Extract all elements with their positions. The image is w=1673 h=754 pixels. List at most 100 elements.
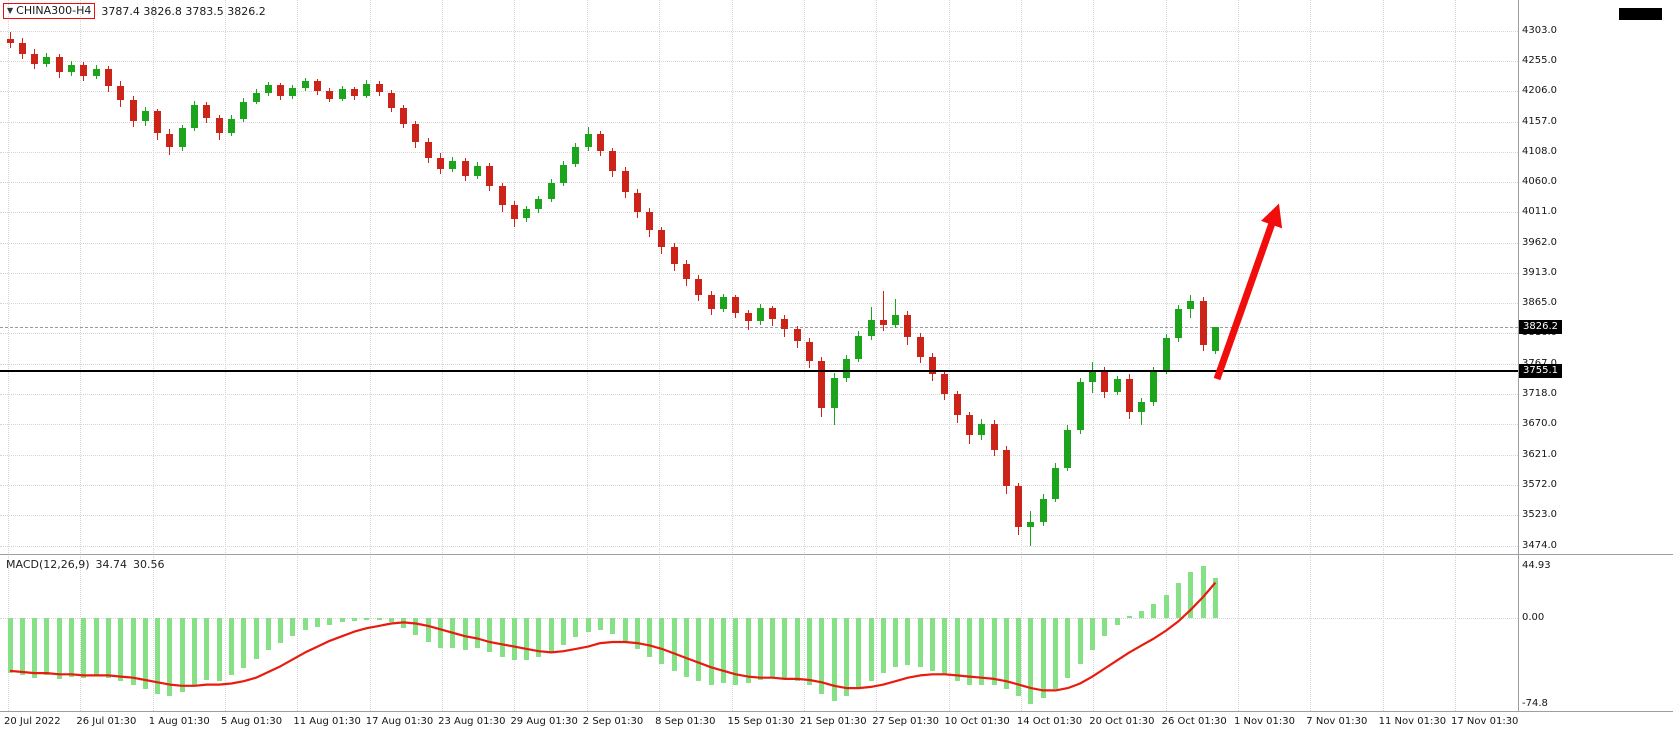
- candle: [326, 90, 334, 99]
- macd-histogram-bar: [880, 617, 886, 674]
- price-grid-line: [0, 424, 1518, 426]
- time-axis-label: 26 Oct 01:30: [1161, 716, 1227, 727]
- macd-histogram-bar: [1139, 610, 1145, 618]
- candle: [732, 297, 740, 313]
- candle: [892, 315, 900, 325]
- time-axis-label: 15 Sep 01:30: [727, 716, 795, 727]
- macd-histogram-bar: [905, 617, 911, 666]
- macd-histogram-bar: [7, 617, 13, 674]
- macd-histogram-bar: [425, 617, 431, 642]
- candle: [92, 68, 100, 76]
- macd-histogram-bar: [893, 617, 899, 668]
- candle: [1002, 450, 1010, 487]
- candle: [904, 315, 912, 338]
- macd-histogram-bar: [413, 617, 419, 636]
- macd-histogram-bar: [807, 617, 812, 685]
- macd-histogram-bar: [843, 617, 849, 697]
- candle: [68, 64, 75, 72]
- macd-histogram-bar: [192, 617, 197, 685]
- macd-histogram-bar: [1016, 617, 1022, 697]
- time-axis-label: 14 Oct 01:30: [1016, 716, 1083, 727]
- macd-histogram-bar: [1102, 617, 1108, 637]
- candle: [1052, 467, 1059, 499]
- candle: [277, 85, 285, 96]
- candle: [1138, 401, 1146, 412]
- candle: [535, 199, 543, 210]
- candle: [609, 150, 617, 171]
- price-grid-line: [0, 333, 1518, 335]
- top-right-black-box: [1619, 8, 1662, 20]
- macd-histogram-bar: [339, 617, 345, 623]
- candle-wick: [895, 298, 897, 329]
- candle: [375, 83, 383, 93]
- time-axis-label: 1 Nov 01:30: [1233, 716, 1295, 727]
- time-axis-label: 8 Sep 01:30: [655, 716, 716, 727]
- macd-histogram-bar: [856, 617, 862, 690]
- price-tick-label: 4011.0: [1522, 206, 1557, 218]
- candle: [1088, 371, 1096, 382]
- candle: [486, 165, 494, 187]
- candle: [990, 424, 998, 451]
- time-axis-label: 10 Oct 01:30: [944, 716, 1010, 727]
- symbol-dropdown-icon[interactable]: ▼: [7, 6, 14, 15]
- macd-histogram-bar: [745, 617, 751, 684]
- time-grid-line: [731, 0, 733, 711]
- macd-histogram-bar: [1089, 617, 1095, 651]
- price-grid-line: [0, 273, 1518, 275]
- price-tick-label: 4108.0: [1522, 146, 1557, 158]
- candle: [670, 247, 678, 264]
- macd-histogram-bar: [708, 617, 714, 685]
- macd-histogram-bar: [1126, 615, 1132, 618]
- macd-histogram-bar: [954, 617, 960, 682]
- candle: [547, 183, 555, 200]
- time-axis-separator: [0, 711, 1673, 712]
- candle: [707, 294, 715, 309]
- macd-histogram-bar: [438, 617, 443, 648]
- macd-histogram-bar: [487, 617, 493, 653]
- macd-histogram-bar: [1028, 617, 1034, 704]
- candle: [1199, 301, 1207, 345]
- trend-arrow-annotation[interactable]: [0, 0, 1518, 553]
- candle: [658, 230, 666, 248]
- price-axis[interactable]: [1519, 0, 1673, 711]
- time-grid-line: [1455, 0, 1456, 711]
- macd-histogram-bar: [733, 617, 739, 685]
- macd-histogram-bar: [142, 617, 148, 690]
- macd-histogram-bar: [167, 617, 173, 697]
- macd-histogram-bar: [388, 617, 394, 623]
- candle: [584, 134, 592, 148]
- candle: [510, 204, 518, 219]
- macd-histogram-bar: [597, 617, 603, 631]
- macd-indicator-label: MACD(12,26,9) 34.74 30.56: [6, 558, 165, 571]
- candle: [191, 104, 198, 128]
- candle: [1027, 522, 1035, 528]
- price-tick-label: 3718.0: [1522, 388, 1557, 400]
- macd-histogram-bar: [179, 617, 185, 692]
- time-grid-line: [659, 0, 661, 711]
- time-axis-label: 11 Nov 01:30: [1378, 716, 1447, 727]
- price-grid-line: [0, 31, 1518, 32]
- macd-histogram-bar: [622, 617, 628, 641]
- candle: [978, 424, 986, 436]
- candle-wick: [1141, 398, 1143, 426]
- symbol-highlight-annotation[interactable]: ▼ CHINA300-H4: [3, 3, 96, 19]
- macd-histogram-bar: [1040, 617, 1046, 699]
- time-grid-line: [297, 0, 299, 711]
- macd-histogram-bar: [32, 617, 38, 678]
- candle: [621, 170, 629, 193]
- macd-histogram-bar: [831, 617, 837, 701]
- macd-histogram-bar: [105, 617, 111, 678]
- time-axis-label: 23 Aug 01:30: [438, 716, 506, 727]
- price-grid-line: [0, 181, 1518, 183]
- macd-histogram-bar: [19, 617, 25, 676]
- macd-histogram-bar: [647, 617, 653, 657]
- macd-histogram-bar: [69, 617, 74, 677]
- time-grid-line: [1237, 0, 1239, 711]
- macd-histogram-bar: [228, 617, 234, 676]
- candle: [43, 56, 51, 64]
- pane-separator[interactable]: [0, 554, 1673, 555]
- price-tick-label: 3913.0: [1522, 267, 1557, 279]
- horizontal-line-annotation[interactable]: [0, 370, 1518, 373]
- time-grid-line: [8, 0, 9, 711]
